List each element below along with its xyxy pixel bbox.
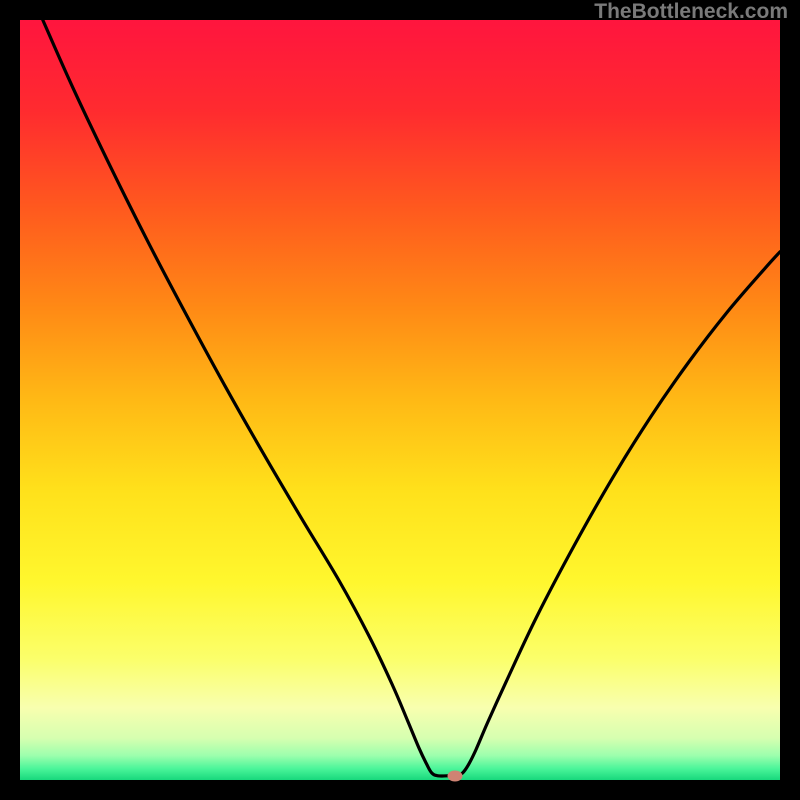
bottleneck-curve bbox=[20, 20, 780, 780]
plot-area bbox=[20, 20, 780, 780]
curve-path bbox=[43, 20, 780, 776]
optimum-marker bbox=[448, 770, 463, 781]
watermark-text: TheBottleneck.com bbox=[594, 0, 788, 24]
